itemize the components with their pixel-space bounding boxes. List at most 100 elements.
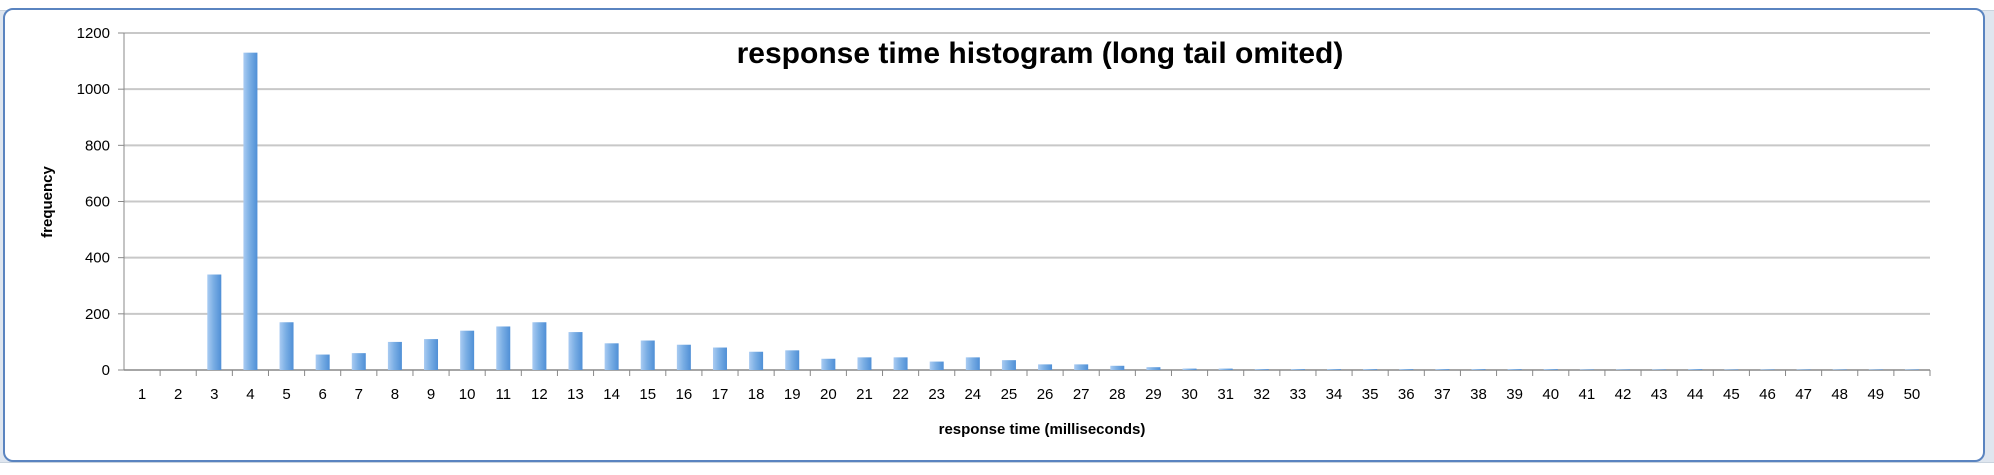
x-tick-label: 14: [603, 386, 620, 403]
x-tick-label: 44: [1687, 386, 1704, 403]
x-tick-label: 37: [1434, 386, 1451, 403]
y-axis-title: frequency: [39, 166, 56, 238]
histogram-bar: [1399, 369, 1414, 370]
x-tick-label: 46: [1759, 386, 1776, 403]
histogram-bar: [1724, 369, 1739, 370]
histogram-bar: [1579, 369, 1594, 370]
x-tick-label: 6: [318, 386, 326, 403]
histogram-bar: [460, 330, 475, 370]
histogram-bar: [1327, 369, 1342, 370]
histogram-bar: [207, 274, 222, 370]
histogram-bar: [604, 343, 619, 370]
histogram-bar: [712, 347, 727, 370]
histogram-bar: [1615, 369, 1630, 370]
x-tick-label: 25: [1001, 386, 1018, 403]
histogram-bar: [1652, 369, 1667, 370]
histogram-bar: [279, 322, 294, 370]
x-tick-label: 11: [495, 386, 511, 403]
x-tick-label: 38: [1470, 386, 1487, 403]
x-tick-label: 27: [1073, 386, 1090, 403]
y-tick-label: 200: [85, 306, 110, 323]
x-tick-label: 21: [856, 386, 873, 403]
x-tick-label: 47: [1795, 386, 1812, 403]
x-tick-label: 24: [964, 386, 981, 403]
histogram-bar: [1471, 369, 1486, 370]
histogram-bar: [785, 350, 800, 370]
x-tick-label: 31: [1217, 386, 1234, 403]
histogram-bar: [1507, 369, 1522, 370]
x-tick-label: 15: [639, 386, 656, 403]
histogram-bar: [424, 339, 439, 370]
x-tick-label: 4: [246, 386, 254, 403]
x-tick-label: 9: [427, 386, 435, 403]
y-tick-label: 1000: [77, 81, 110, 98]
histogram-bar: [1796, 369, 1811, 370]
x-tick-label: 34: [1326, 386, 1343, 403]
x-tick-label: 33: [1290, 386, 1307, 403]
x-tick-label: 12: [531, 386, 548, 403]
chart-title: response time histogram (long tail omite…: [737, 37, 1344, 70]
x-tick-label: 20: [820, 386, 837, 403]
x-tick-label: 17: [712, 386, 729, 403]
x-tick-label: 39: [1506, 386, 1523, 403]
histogram-bar: [965, 357, 980, 370]
histogram-bar: [1543, 369, 1558, 370]
x-tick-label: 29: [1145, 386, 1162, 403]
histogram-bar: [1038, 364, 1053, 370]
x-tick-label: 30: [1181, 386, 1198, 403]
x-tick-label: 28: [1109, 386, 1126, 403]
x-tick-label: 26: [1037, 386, 1054, 403]
histogram-bar: [1688, 369, 1703, 370]
x-tick-label: 43: [1651, 386, 1668, 403]
histogram-bar: [749, 351, 764, 370]
x-tick-label: 40: [1542, 386, 1559, 403]
x-tick-label: 13: [567, 386, 584, 403]
histogram-bar: [1435, 369, 1450, 370]
histogram-bar: [1146, 367, 1161, 370]
histogram-bar: [351, 353, 366, 370]
x-tick-label: 50: [1904, 386, 1921, 403]
histogram-bar: [1218, 368, 1233, 370]
histogram-bar: [676, 344, 691, 370]
x-tick-label: 42: [1615, 386, 1632, 403]
x-tick-label: 2: [174, 386, 182, 403]
histogram-bar: [568, 332, 583, 370]
histogram-bar: [893, 357, 908, 370]
y-tick-label: 400: [85, 250, 110, 267]
chart-container[interactable]: [3, 8, 1985, 462]
histogram-bar: [1760, 369, 1775, 370]
x-tick-label: 7: [355, 386, 363, 403]
x-tick-label: 19: [784, 386, 801, 403]
histogram-bar: [532, 322, 547, 370]
histogram-bar: [315, 354, 330, 370]
x-tick-label: 3: [210, 386, 218, 403]
histogram-bar: [1110, 365, 1125, 370]
x-tick-label: 49: [1867, 386, 1884, 403]
y-tick-label: 600: [85, 194, 110, 211]
x-tick-label: 8: [391, 386, 399, 403]
x-tick-label: 1: [138, 386, 146, 403]
histogram-bar: [1832, 369, 1847, 370]
histogram-bar: [640, 340, 655, 370]
x-tick-label: 18: [748, 386, 765, 403]
histogram-bar: [1074, 364, 1089, 370]
x-tick-label: 22: [892, 386, 909, 403]
x-tick-label: 41: [1579, 386, 1596, 403]
histogram-bar: [1254, 369, 1269, 370]
histogram-bar: [243, 52, 258, 371]
y-tick-label: 800: [85, 137, 110, 154]
histogram-bar: [387, 341, 402, 370]
x-tick-label: 10: [459, 386, 476, 403]
histogram-bar: [1182, 368, 1197, 370]
histogram-bar: [1001, 360, 1016, 370]
x-tick-label: 48: [1831, 386, 1848, 403]
histogram-bar: [1868, 369, 1883, 370]
x-tick-label: 23: [928, 386, 945, 403]
histogram-bar: [496, 326, 511, 370]
x-tick-label: 5: [282, 386, 290, 403]
y-tick-label: 0: [102, 362, 110, 379]
histogram-bar: [1290, 369, 1305, 370]
x-tick-label: 32: [1253, 386, 1270, 403]
spreadsheet-background-bottom: [0, 462, 1994, 475]
